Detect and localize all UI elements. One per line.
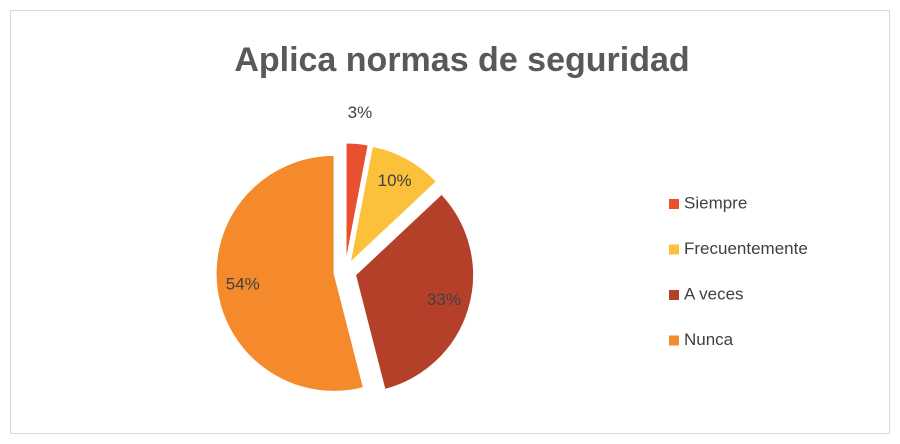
pie-slice bbox=[345, 142, 369, 262]
legend-swatch bbox=[669, 335, 679, 346]
pie-slice bbox=[355, 193, 475, 390]
data-label: 3% bbox=[348, 103, 373, 122]
data-label: 10% bbox=[378, 171, 412, 190]
data-label: 33% bbox=[427, 290, 461, 309]
legend-label: Frecuentemente bbox=[684, 239, 808, 258]
legend-label: Siempre bbox=[684, 193, 747, 212]
legend-swatch bbox=[669, 290, 679, 300]
legend-swatch bbox=[669, 244, 679, 255]
legend-swatch bbox=[669, 199, 679, 209]
data-label: 54% bbox=[226, 274, 260, 293]
chart-title: Aplica normas de seguridad bbox=[234, 41, 689, 79]
pie-slice bbox=[215, 154, 365, 392]
legend-label: Nunca bbox=[684, 330, 734, 349]
legend-label: A veces bbox=[684, 284, 744, 303]
pie-slice bbox=[349, 145, 438, 264]
